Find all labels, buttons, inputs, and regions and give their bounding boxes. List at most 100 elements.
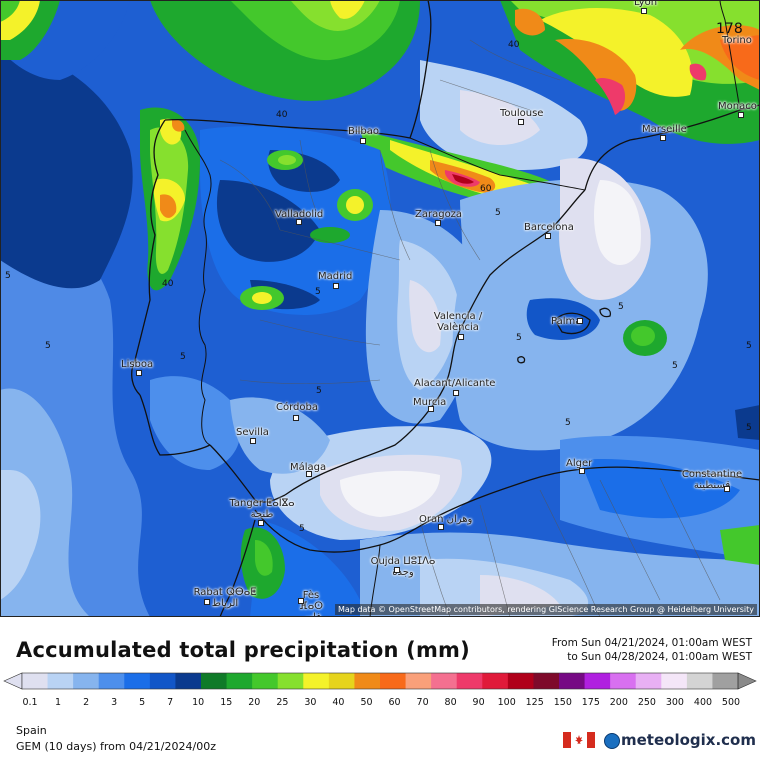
legend-tick-label: 400 bbox=[693, 697, 713, 708]
meteologix-logo-icon[interactable] bbox=[604, 733, 620, 749]
legend-tick-label: 0.1 bbox=[22, 697, 38, 708]
region-label: Spain bbox=[16, 724, 47, 737]
legend-tick-label: 200 bbox=[609, 697, 628, 708]
contour-label: 5 bbox=[746, 423, 752, 433]
legend-swatch bbox=[124, 673, 151, 689]
city-label: Fès ⴼⴰⵙ فاس bbox=[298, 590, 324, 617]
legend-swatch bbox=[98, 673, 125, 689]
city-marker bbox=[458, 334, 464, 340]
legend-swatch bbox=[303, 673, 330, 689]
city-marker bbox=[577, 318, 583, 324]
legend-swatch bbox=[507, 673, 534, 689]
contour-label: 40 bbox=[508, 40, 520, 50]
legend-swatch bbox=[661, 673, 688, 689]
city-label: Valladolid bbox=[275, 209, 324, 220]
contour-label: 5 bbox=[495, 208, 501, 218]
chart-title: Accumulated total precipitation (mm) bbox=[16, 638, 470, 662]
legend-arrow-low bbox=[3, 672, 23, 690]
city-marker bbox=[306, 471, 312, 477]
city-label: Alger bbox=[566, 458, 593, 469]
city-marker bbox=[204, 599, 210, 605]
legend-swatch bbox=[201, 673, 228, 689]
legend-swatch bbox=[22, 673, 49, 689]
city-marker bbox=[545, 233, 551, 239]
legend-tick-label: 1 bbox=[54, 697, 62, 708]
legend-tick-label: 20 bbox=[248, 697, 261, 708]
legend-tick-label: 3 bbox=[111, 697, 118, 708]
legend-tick-label: 60 bbox=[388, 697, 401, 708]
city-label: Córdoba bbox=[276, 402, 318, 413]
city-marker bbox=[394, 567, 400, 573]
contour-label: 60 bbox=[480, 184, 492, 194]
contour-label: 5 bbox=[315, 287, 321, 297]
city-label: Sevilla bbox=[236, 427, 269, 438]
legend-swatch bbox=[712, 673, 739, 689]
legend-swatch bbox=[610, 673, 637, 689]
city-marker bbox=[453, 390, 459, 396]
legend-tick-label: 25 bbox=[276, 697, 289, 708]
legend-tick-label: 7 bbox=[167, 697, 174, 708]
city-marker bbox=[250, 438, 256, 444]
city-marker bbox=[660, 135, 666, 141]
city-marker bbox=[435, 220, 441, 226]
legend-swatch bbox=[584, 673, 611, 689]
map-attribution: Map data © OpenStreetMap contributors, r… bbox=[335, 604, 757, 615]
contour-label: 5 bbox=[672, 361, 678, 371]
legend-swatch bbox=[456, 673, 483, 689]
legend-tick-label: 15 bbox=[220, 697, 233, 708]
city-label: Monaco bbox=[718, 101, 757, 112]
legend-swatch bbox=[252, 673, 279, 689]
date-range-to: to Sun 04/28/2024, 01:00am WEST bbox=[567, 651, 752, 663]
legend-swatch bbox=[482, 673, 509, 689]
contour-label: 5 bbox=[5, 271, 11, 281]
city-marker bbox=[438, 524, 444, 530]
city-marker bbox=[258, 520, 264, 526]
city-marker bbox=[136, 370, 142, 376]
city-label: Palma bbox=[551, 316, 582, 327]
city-marker bbox=[293, 415, 299, 421]
legend-tick-label: 50 bbox=[360, 697, 373, 708]
contour-label: 5 bbox=[746, 341, 752, 351]
city-label: Zaragoza bbox=[415, 209, 463, 220]
city-marker bbox=[296, 219, 302, 225]
city-label: Lisboa bbox=[121, 359, 154, 370]
city-marker bbox=[298, 598, 304, 604]
legend-tick-label: 300 bbox=[665, 697, 684, 708]
city-marker bbox=[333, 283, 339, 289]
legend-swatch bbox=[175, 673, 202, 689]
brand-link[interactable]: meteologix.com bbox=[603, 731, 756, 749]
contour-label: 5 bbox=[516, 333, 522, 343]
color-legend bbox=[3, 672, 757, 690]
legend-swatch bbox=[686, 673, 713, 689]
legend-tick-label: 40 bbox=[332, 697, 345, 708]
contour-label: 5 bbox=[180, 352, 186, 362]
contour-label: 40 bbox=[276, 110, 288, 120]
city-label: Alacant/Alicante bbox=[414, 378, 496, 389]
model-label: GEM (10 days) from 04/21/2024/00z bbox=[16, 740, 216, 753]
legend-tick-label: 100 bbox=[497, 697, 516, 708]
city-label: Oran وهران bbox=[419, 514, 473, 525]
contour-label: 178 bbox=[716, 21, 743, 37]
city-label: Toulouse bbox=[500, 108, 544, 119]
legend-swatch bbox=[47, 673, 74, 689]
legend-swatch bbox=[328, 673, 355, 689]
legend-tick-label: 30 bbox=[304, 697, 317, 708]
city-label: Barcelona bbox=[524, 222, 574, 233]
precipitation-map[interactable]: Lyon Torino Monaco Marseille Toulouse Bi… bbox=[0, 0, 760, 617]
city-label: Bilbao bbox=[348, 126, 380, 137]
legend-swatch bbox=[405, 673, 432, 689]
legend-tick-label: 125 bbox=[525, 697, 544, 708]
legend-swatch bbox=[533, 673, 560, 689]
canada-flag-icon bbox=[563, 732, 595, 748]
legend-swatch bbox=[380, 673, 407, 689]
city-label: Málaga bbox=[290, 462, 327, 473]
city-marker bbox=[360, 138, 366, 144]
contour-label: 5 bbox=[45, 341, 51, 351]
contour-label: 5 bbox=[316, 386, 322, 396]
legend-tick-label: 10 bbox=[192, 697, 205, 708]
map-canvas bbox=[0, 0, 760, 617]
brand-text: meteologix.com bbox=[621, 731, 756, 749]
legend-border bbox=[21, 672, 739, 690]
legend-swatch bbox=[354, 673, 381, 689]
city-label: Valencia / València bbox=[433, 311, 483, 333]
